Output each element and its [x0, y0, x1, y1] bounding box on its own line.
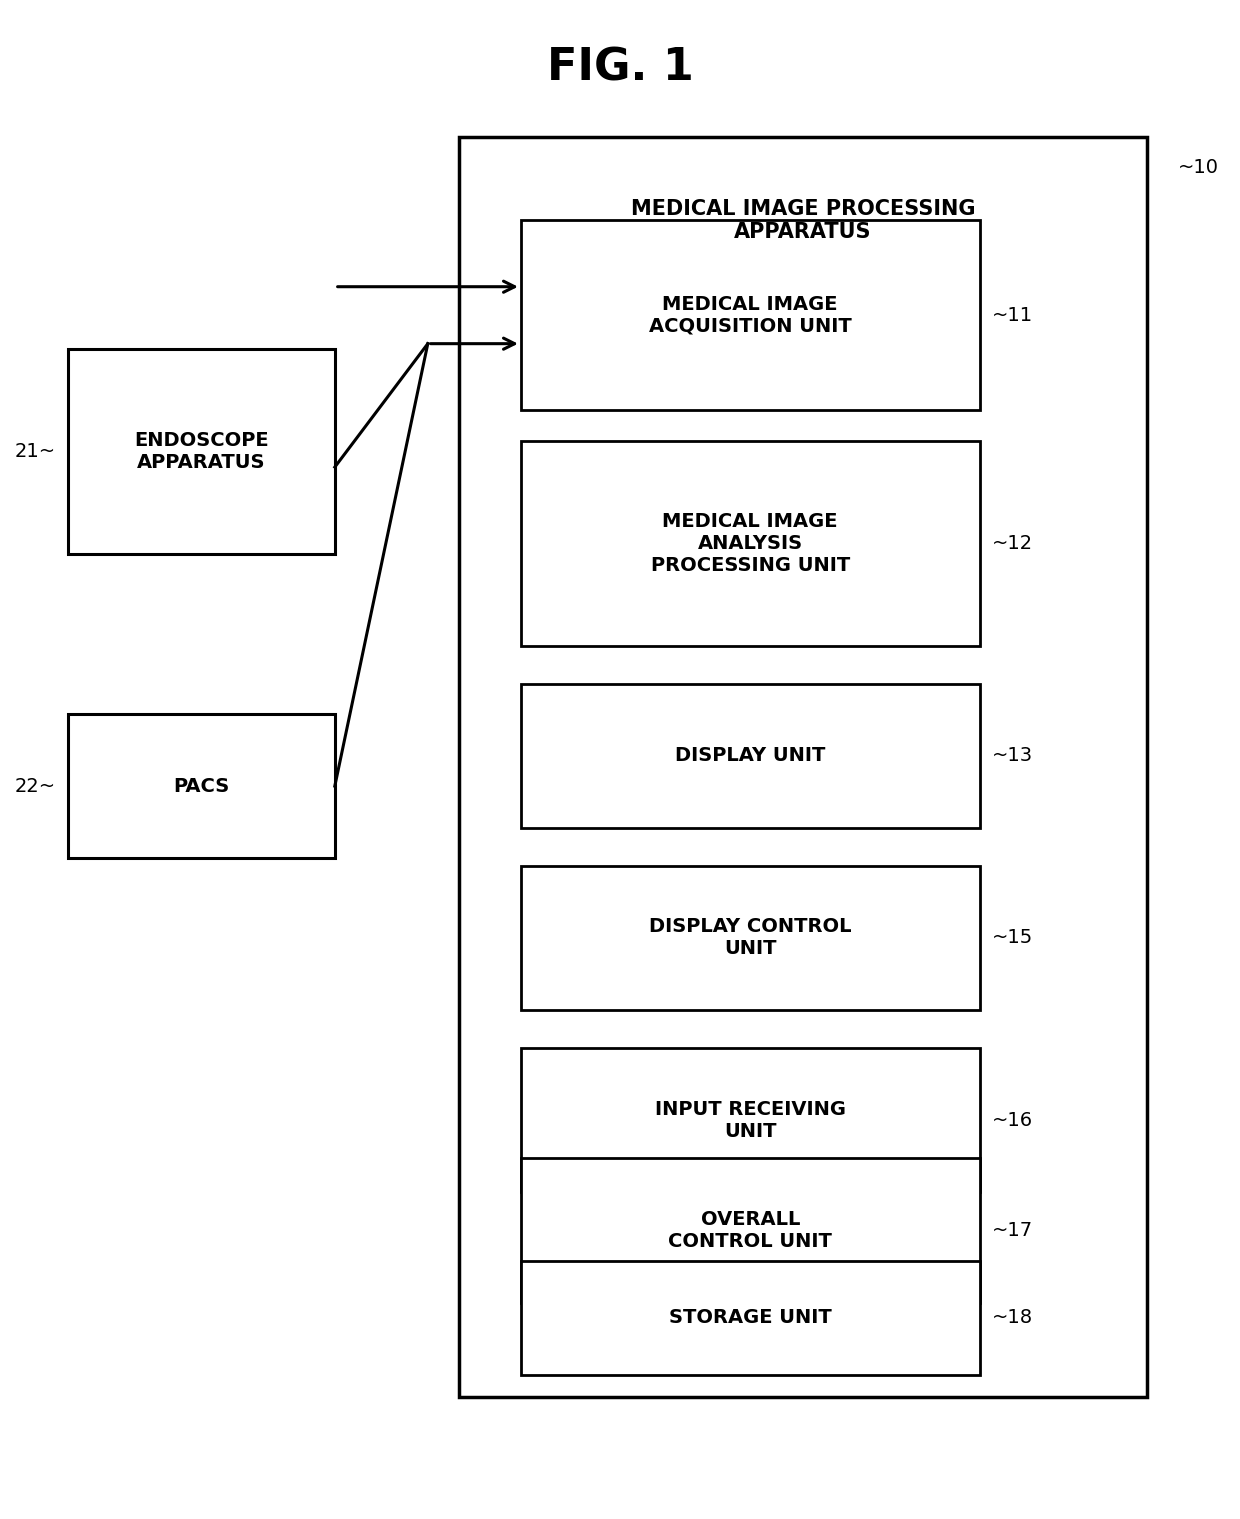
Bar: [521, 1157, 980, 1303]
Text: ~11: ~11: [992, 305, 1033, 325]
Text: ~15: ~15: [992, 928, 1033, 948]
Text: MEDICAL IMAGE
ANALYSIS
PROCESSING UNIT: MEDICAL IMAGE ANALYSIS PROCESSING UNIT: [651, 512, 849, 574]
Bar: [521, 1048, 980, 1192]
Text: ~13: ~13: [992, 746, 1033, 766]
Text: ~12: ~12: [992, 533, 1033, 553]
Text: 22~: 22~: [15, 776, 56, 796]
Text: 21~: 21~: [15, 442, 56, 462]
Bar: [521, 866, 980, 1010]
Text: ~18: ~18: [992, 1308, 1033, 1328]
Text: ~16: ~16: [992, 1110, 1033, 1130]
Bar: [459, 137, 1147, 1397]
Bar: [68, 714, 335, 858]
Text: ENDOSCOPE
APPARATUS: ENDOSCOPE APPARATUS: [134, 431, 269, 472]
Text: OVERALL
CONTROL UNIT: OVERALL CONTROL UNIT: [668, 1211, 832, 1250]
Text: MEDICAL IMAGE
ACQUISITION UNIT: MEDICAL IMAGE ACQUISITION UNIT: [649, 295, 852, 336]
Text: FIG. 1: FIG. 1: [547, 47, 693, 90]
Text: DISPLAY UNIT: DISPLAY UNIT: [675, 746, 826, 766]
Text: DISPLAY CONTROL
UNIT: DISPLAY CONTROL UNIT: [649, 917, 852, 958]
Bar: [521, 441, 980, 646]
Bar: [68, 349, 335, 554]
Bar: [521, 220, 980, 410]
Text: ~10: ~10: [1178, 158, 1219, 176]
Text: PACS: PACS: [174, 776, 229, 796]
Bar: [521, 1261, 980, 1375]
Text: MEDICAL IMAGE PROCESSING
APPARATUS: MEDICAL IMAGE PROCESSING APPARATUS: [631, 199, 975, 242]
Text: ~17: ~17: [992, 1221, 1033, 1240]
Text: STORAGE UNIT: STORAGE UNIT: [668, 1308, 832, 1328]
Bar: [521, 684, 980, 828]
Text: INPUT RECEIVING
UNIT: INPUT RECEIVING UNIT: [655, 1100, 846, 1141]
